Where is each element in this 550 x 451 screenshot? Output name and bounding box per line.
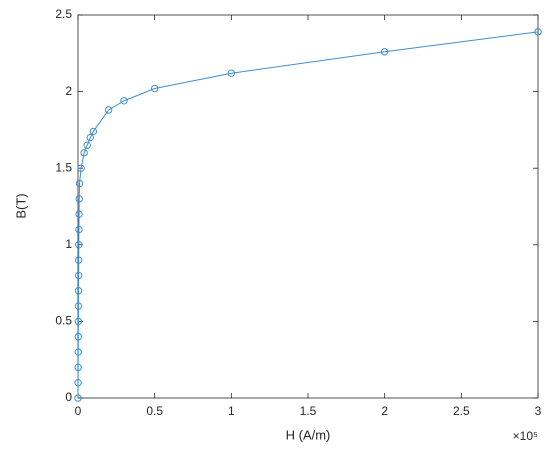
x-tick-label: 3 — [535, 404, 542, 418]
y-tick-label: 1 — [65, 237, 72, 251]
y-tick-label: 0 — [65, 390, 72, 404]
data-point — [534, 28, 542, 36]
data-point — [75, 179, 84, 188]
data-point — [75, 210, 83, 218]
data-point — [77, 164, 85, 172]
y-tick-label: 0.5 — [55, 314, 72, 328]
x-tick-label: 0.5 — [146, 404, 163, 418]
data-point — [86, 133, 94, 142]
data-point — [75, 195, 83, 203]
data-point — [120, 97, 128, 105]
data-point — [74, 271, 83, 280]
data-point — [75, 225, 83, 234]
axes-box — [77, 14, 539, 399]
data-point — [380, 48, 389, 56]
data-point — [89, 127, 98, 136]
y-tick-label: 2.5 — [55, 7, 72, 21]
x-tick-label: 1.5 — [300, 404, 317, 418]
data-point — [74, 287, 83, 295]
data-point — [74, 256, 83, 264]
x-tick-label: 2 — [381, 404, 388, 418]
data-point — [227, 69, 236, 77]
x-tick-label: 1 — [228, 404, 235, 418]
x-axis-label: H (A/m) — [286, 427, 331, 442]
data-point — [74, 302, 83, 310]
y-tick-label: 2 — [65, 84, 72, 98]
data-point — [74, 333, 83, 341]
x-tick-label: 2.5 — [453, 404, 470, 418]
data-point — [75, 241, 83, 249]
data-point — [80, 149, 88, 157]
y-axis-label: B(T) — [13, 193, 28, 218]
x-multiplier: ×10⁵ — [513, 429, 538, 443]
data-point — [74, 317, 83, 326]
data-point — [83, 141, 91, 149]
x-tick-label: 0 — [75, 404, 82, 418]
data-point — [150, 84, 159, 93]
y-tick-label: 1.5 — [55, 160, 72, 174]
data-point — [74, 378, 82, 387]
data-point — [104, 106, 113, 114]
data-point — [74, 348, 82, 356]
data-point — [74, 394, 82, 402]
data-point — [74, 363, 82, 372]
